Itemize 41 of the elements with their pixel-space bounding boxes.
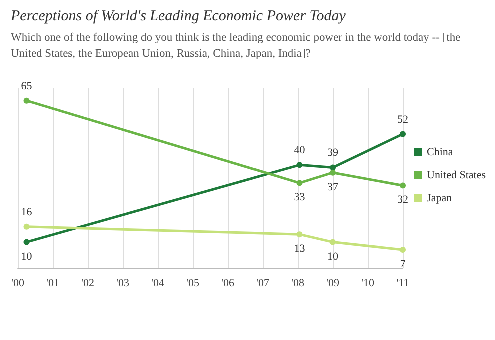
x-tick-label: '02 [82, 278, 94, 290]
point [296, 232, 303, 238]
chart-title: Perceptions of World's Leading Economic Power Today [10, 8, 346, 24]
data-label: 33 [294, 192, 306, 204]
data-label: 16 [21, 206, 33, 218]
x-tick-label: '00 [12, 278, 25, 290]
x-tick-label: '05 [186, 278, 200, 290]
point [330, 170, 336, 176]
legend-label: Japan [427, 192, 453, 204]
point [296, 162, 303, 168]
legend-label: United States [427, 170, 486, 182]
point [330, 239, 336, 246]
x-tick-label: '06 [222, 278, 235, 290]
data-label: 10 [328, 250, 339, 263]
data-label: 65 [21, 80, 33, 92]
data-label: 13 [294, 243, 306, 256]
data-label: 37 [328, 181, 339, 194]
x-tick-label: '03 [116, 278, 130, 290]
point [400, 247, 406, 253]
x-tick-label: '10 [362, 278, 375, 290]
point [24, 98, 30, 104]
x-tick-label: '08 [292, 278, 305, 290]
point [400, 131, 406, 138]
data-label: 39 [328, 147, 339, 160]
x-tick-label: '01 [46, 278, 60, 290]
point [24, 224, 30, 230]
legend-label: China [427, 146, 454, 158]
chart-subtitle: Which one of the following do you think is the leading economic power in the world today -- [the United States, the European Union, Russia, China, Japan, India]? [11, 32, 464, 60]
x-tick-label: '04 [152, 278, 165, 290]
point [296, 180, 303, 186]
point [400, 182, 406, 189]
data-label: 32 [398, 194, 408, 206]
data-label: 40 [294, 144, 306, 157]
data-label: 52 [398, 114, 408, 126]
point [330, 164, 336, 171]
x-tick-label: '09 [326, 278, 340, 290]
data-label: 7 [400, 258, 406, 270]
x-tick-label: '07 [256, 278, 270, 290]
x-tick-label: '11 [396, 278, 410, 290]
data-label: 10 [21, 250, 33, 263]
point [24, 239, 30, 246]
